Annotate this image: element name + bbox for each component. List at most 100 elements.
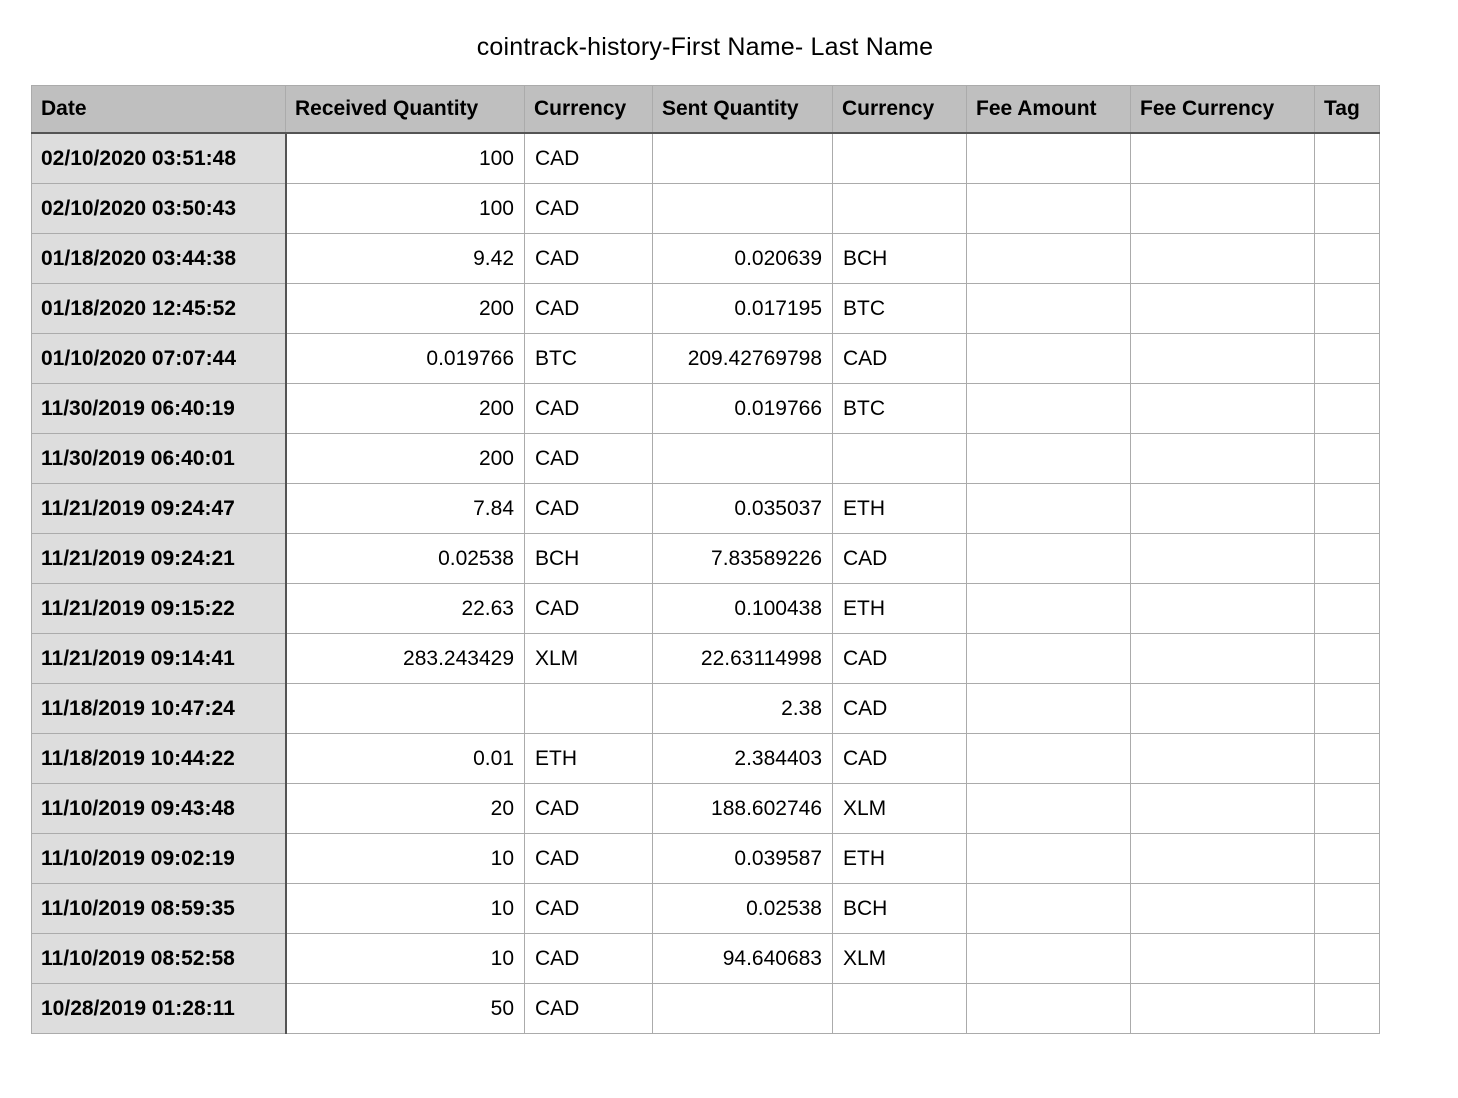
cell-date: 10/28/2019 01:28:11 (31, 983, 287, 1034)
cell-sent-currency: BCH (832, 233, 967, 284)
cell-received-currency: ETH (524, 733, 653, 784)
cell-fee-currency (1130, 783, 1315, 834)
cell-fee-currency (1130, 483, 1315, 534)
cell-tag (1314, 733, 1380, 784)
cell-received-quantity: 100 (285, 183, 525, 234)
table-row: 11/30/2019 06:40:19 200 CAD 0.019766 BTC (31, 383, 1380, 434)
cell-date: 11/10/2019 08:52:58 (31, 933, 287, 984)
column-header-tag: Tag (1314, 85, 1380, 134)
cell-tag (1314, 933, 1380, 984)
cell-received-currency: CAD (524, 483, 653, 534)
column-header-received-quantity: Received Quantity (285, 85, 525, 134)
cell-fee-amount (966, 583, 1131, 634)
cell-received-currency: XLM (524, 633, 653, 684)
table-row: 11/10/2019 09:43:48 20 CAD 188.602746 XLM (31, 783, 1380, 834)
cell-fee-currency (1130, 733, 1315, 784)
cell-received-quantity: 50 (285, 983, 525, 1034)
cell-fee-currency (1130, 283, 1315, 334)
cell-fee-currency (1130, 833, 1315, 884)
cell-fee-amount (966, 733, 1131, 784)
cell-sent-currency: BTC (832, 283, 967, 334)
cell-tag (1314, 633, 1380, 684)
table-row: 11/30/2019 06:40:01 200 CAD (31, 433, 1380, 484)
cell-received-quantity: 0.01 (285, 733, 525, 784)
cell-received-quantity: 100 (285, 132, 525, 184)
cell-sent-currency: XLM (832, 933, 967, 984)
table-row: 02/10/2020 03:50:43 100 CAD (31, 183, 1380, 234)
cell-received-currency: CAD (524, 783, 653, 834)
cell-sent-quantity: 7.83589226 (652, 533, 833, 584)
cell-sent-currency: ETH (832, 833, 967, 884)
table-row: 11/10/2019 08:52:58 10 CAD 94.640683 XLM (31, 933, 1380, 984)
cell-received-quantity: 10 (285, 833, 525, 884)
cell-sent-quantity: 0.019766 (652, 383, 833, 434)
table-row: 01/18/2020 12:45:52 200 CAD 0.017195 BTC (31, 283, 1380, 334)
table-row: 01/10/2020 07:07:44 0.019766 BTC 209.427697… (31, 333, 1380, 384)
cell-date: 11/30/2019 06:40:19 (31, 383, 287, 434)
cell-received-quantity: 10 (285, 883, 525, 934)
cell-fee-amount (966, 983, 1131, 1034)
cell-received-quantity: 7.84 (285, 483, 525, 534)
cell-fee-currency (1130, 683, 1315, 734)
cell-fee-currency (1130, 883, 1315, 934)
cell-sent-quantity: 0.017195 (652, 283, 833, 334)
cell-sent-quantity: 0.039587 (652, 833, 833, 884)
cell-received-currency: BTC (524, 333, 653, 384)
cell-sent-quantity (652, 983, 833, 1034)
cell-sent-currency (832, 132, 967, 184)
cell-date: 11/10/2019 09:02:19 (31, 833, 287, 884)
cell-sent-quantity: 0.02538 (652, 883, 833, 934)
cell-fee-amount (966, 683, 1131, 734)
cell-tag (1314, 183, 1380, 234)
cell-received-quantity: 200 (285, 283, 525, 334)
cell-fee-amount (966, 433, 1131, 484)
header-row: Date Received Quantity Currency Sent Quanti… (31, 85, 1380, 134)
cell-fee-currency (1130, 583, 1315, 634)
cell-sent-currency: CAD (832, 333, 967, 384)
cell-fee-amount (966, 833, 1131, 884)
cell-date: 11/18/2019 10:47:24 (31, 683, 287, 734)
cell-date: 02/10/2020 03:50:43 (31, 183, 287, 234)
column-header-sent-currency: Currency (832, 85, 967, 134)
cell-fee-amount (966, 233, 1131, 284)
cell-sent-quantity: 188.602746 (652, 783, 833, 834)
cell-fee-currency (1130, 233, 1315, 284)
cell-received-currency: BCH (524, 533, 653, 584)
cell-received-currency: CAD (524, 283, 653, 334)
table-header: Date Received Quantity Currency Sent Quanti… (31, 85, 1380, 134)
cell-tag (1314, 483, 1380, 534)
cell-received-currency: CAD (524, 983, 653, 1034)
cell-received-quantity: 20 (285, 783, 525, 834)
cell-received-currency (524, 683, 653, 734)
cell-tag (1314, 533, 1380, 584)
cell-received-currency: CAD (524, 233, 653, 284)
table-row: 11/18/2019 10:47:24 2.38 CAD (31, 683, 1380, 734)
table-row: 02/10/2020 03:51:48 100 CAD (31, 132, 1380, 184)
column-header-fee-amount: Fee Amount (966, 85, 1131, 134)
cell-fee-currency (1130, 533, 1315, 584)
cell-received-currency: CAD (524, 933, 653, 984)
table-row: 10/28/2019 01:28:11 50 CAD (31, 983, 1380, 1034)
cell-tag (1314, 433, 1380, 484)
cell-received-currency: CAD (524, 883, 653, 934)
cell-sent-currency: CAD (832, 733, 967, 784)
cell-fee-amount (966, 483, 1131, 534)
cell-sent-quantity: 22.63114998 (652, 633, 833, 684)
cell-sent-quantity: 0.035037 (652, 483, 833, 534)
cell-tag (1314, 683, 1380, 734)
cell-sent-currency: ETH (832, 483, 967, 534)
cell-tag (1314, 283, 1380, 334)
cell-tag (1314, 132, 1380, 184)
table-row: 11/10/2019 08:59:35 10 CAD 0.02538 BCH (31, 883, 1380, 934)
cell-tag (1314, 233, 1380, 284)
table-row: 11/21/2019 09:24:21 0.02538 BCH 7.83589226 C… (31, 533, 1380, 584)
cell-received-quantity: 200 (285, 383, 525, 434)
cell-sent-currency: BTC (832, 383, 967, 434)
cell-sent-quantity: 2.38 (652, 683, 833, 734)
document-title: cointrack-history-First Name- Last Name (476, 33, 934, 61)
table-body: 02/10/2020 03:51:48 100 CAD 02/10/2020 03:5… (31, 132, 1380, 1034)
cell-fee-currency (1130, 333, 1315, 384)
cell-date: 11/10/2019 09:43:48 (31, 783, 287, 834)
cell-fee-amount (966, 533, 1131, 584)
cell-fee-amount (966, 383, 1131, 434)
